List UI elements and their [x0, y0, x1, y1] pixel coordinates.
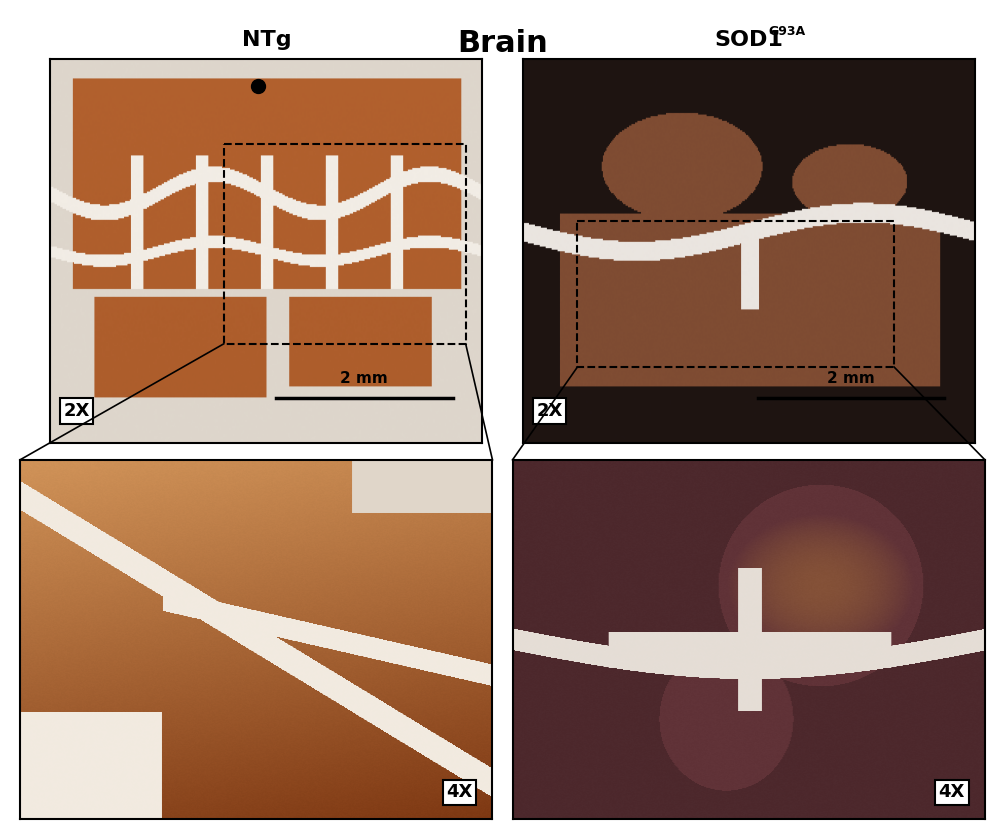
Text: Brain: Brain: [457, 29, 548, 59]
Text: 2X: 2X: [537, 402, 563, 420]
Text: 2 mm: 2 mm: [827, 371, 875, 385]
Bar: [224, 144, 465, 344]
Text: 2 mm: 2 mm: [341, 371, 388, 385]
Bar: [578, 221, 894, 367]
Text: 4X: 4X: [446, 783, 472, 801]
Text: NTg: NTg: [241, 30, 291, 50]
Text: G93A: G93A: [769, 24, 805, 38]
Text: 4X: 4X: [939, 783, 965, 801]
Text: 2X: 2X: [63, 402, 89, 420]
Text: SOD1: SOD1: [715, 30, 783, 50]
